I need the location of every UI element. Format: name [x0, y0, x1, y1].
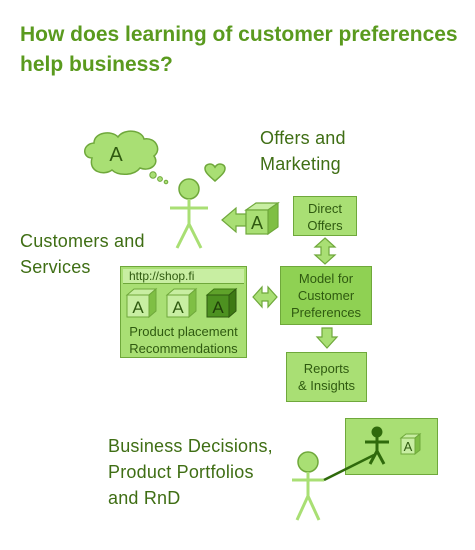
shop-caption: Product placement Recommendations: [129, 324, 238, 356]
customers-services-label: Customers and Services: [20, 231, 145, 277]
shop-url[interactable]: http://shop.fi: [123, 269, 244, 284]
thought-bubble: A: [84, 130, 169, 185]
offers-marketing-label: Offers and Marketing: [260, 128, 346, 174]
svg-text:A: A: [132, 298, 144, 317]
presentation-cube-icon: A: [399, 432, 422, 456]
svg-text:A: A: [212, 298, 224, 317]
thought-bubble-letter: A: [109, 144, 123, 166]
double-arrow-vertical: [313, 237, 337, 265]
model-box: Model for Customer Preferences: [280, 266, 372, 325]
offer-cube-letter: A: [251, 213, 263, 233]
customer-figure: [170, 178, 208, 249]
down-arrow: [315, 327, 339, 349]
product-cube[interactable]: A: [165, 287, 198, 319]
offer-arrow: A: [221, 201, 280, 236]
business-person-figure: [292, 451, 375, 521]
presenter-figure-icon: [365, 426, 389, 465]
page-title: How does learning of customer preference…: [20, 23, 458, 76]
business-label: Business Decisions, Product Portfolios a…: [108, 436, 273, 508]
direct-offers-box: Direct Offers: [293, 196, 357, 236]
svg-text:A: A: [172, 298, 184, 317]
double-arrow-horizontal: [252, 285, 278, 309]
product-cube[interactable]: A: [205, 287, 238, 319]
reports-box: Reports & Insights: [286, 352, 367, 402]
presentation-board: A: [345, 418, 438, 475]
heart-icon: [204, 163, 226, 182]
product-cube[interactable]: A: [125, 287, 158, 319]
shop-panel: http://shop.fi A A A Product placement R…: [120, 266, 247, 358]
product-cubes: A A A: [125, 287, 238, 319]
pointer-stick: [323, 453, 375, 482]
presentation-cube-letter: A: [404, 439, 413, 454]
